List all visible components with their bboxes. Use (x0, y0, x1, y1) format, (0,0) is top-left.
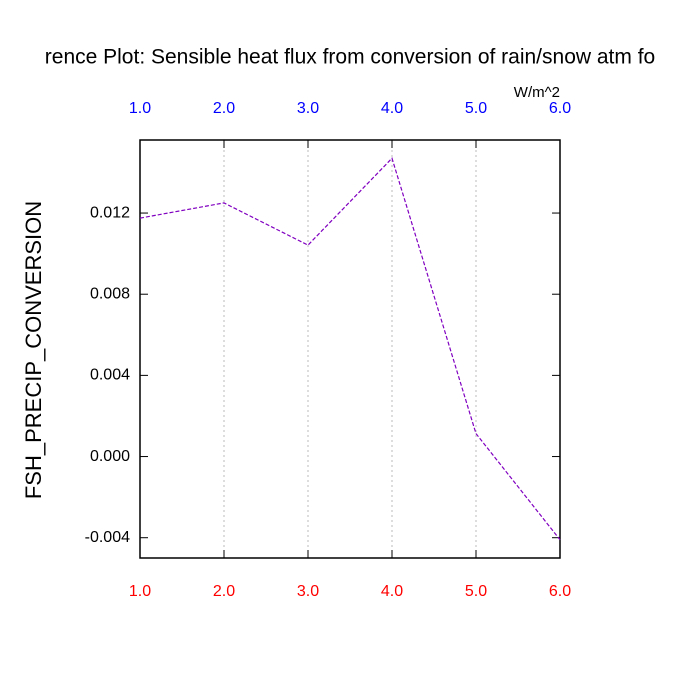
y-tick-label: 0.004 (90, 367, 130, 384)
x-tick-label: 5.0 (465, 583, 487, 600)
y-tick-label: 0.012 (90, 204, 130, 221)
x-tick-label: 6.0 (549, 583, 571, 600)
x-tick-label-top: 5.0 (465, 100, 487, 117)
x-tick-label-top: 6.0 (549, 100, 571, 117)
x-tick-label-top: 2.0 (213, 100, 235, 117)
chart-title: rence Plot: Sensible heat flux from conv… (45, 46, 655, 69)
plot-frame (139, 139, 561, 559)
y-tick-label: 0.008 (90, 285, 130, 302)
y-tick-label: 0.000 (90, 448, 130, 465)
units-label: W/m^2 (514, 84, 560, 101)
x-tick-label-top: 1.0 (129, 100, 151, 117)
data-line (139, 157, 561, 541)
y-axis-label: FSH_PRECIP_CONVERSION (21, 201, 46, 499)
x-tick-label: 2.0 (213, 583, 235, 600)
x-tick-label-top: 3.0 (297, 100, 319, 117)
y-tick-label: -0.004 (85, 529, 130, 546)
x-tick-label: 4.0 (381, 583, 403, 600)
x-tick-label: 3.0 (297, 583, 319, 600)
x-tick-label-top: 4.0 (381, 100, 403, 117)
x-tick-label: 1.0 (129, 583, 151, 600)
